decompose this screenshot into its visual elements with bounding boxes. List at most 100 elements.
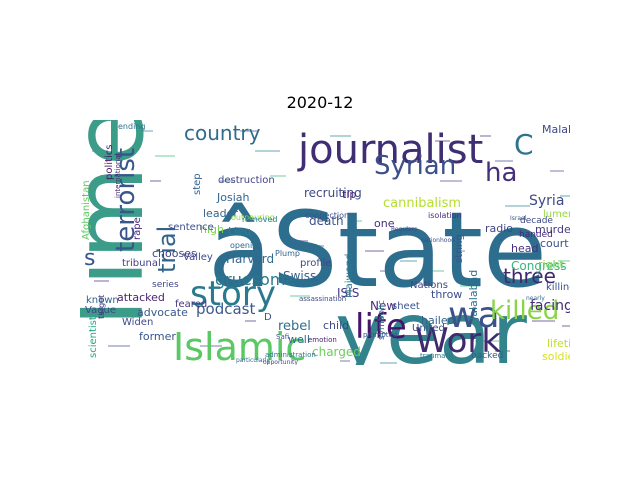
cloud-word: politics <box>104 145 115 180</box>
cloud-word: Valley <box>183 252 213 263</box>
cloud-word: ha <box>485 158 517 188</box>
cloud-word: soldier <box>542 350 570 363</box>
filler-mark <box>480 135 491 137</box>
cloud-word: Work <box>415 321 501 361</box>
cloud-word: country <box>184 121 261 145</box>
cloud-word: court <box>540 237 569 250</box>
cloud-word: Maiwand <box>344 253 355 298</box>
cloud-word: Vague <box>85 305 116 316</box>
cloud-word: symbolic <box>377 300 387 340</box>
cloud-word: one <box>374 217 395 230</box>
cloud-word: ending <box>118 122 145 131</box>
cloud-word: backed <box>471 351 503 361</box>
cloud-word: emotion <box>308 336 337 344</box>
cloud-word: Syrian <box>374 151 456 181</box>
cloud-word: handed <box>519 230 553 240</box>
filler-mark <box>100 175 117 177</box>
cloud-word: recruiting <box>304 186 362 200</box>
filler-mark <box>270 175 286 177</box>
filler-mark <box>532 320 555 322</box>
filler-mark <box>380 270 390 272</box>
filler-mark <box>562 325 570 327</box>
cloud-word: administration <box>265 351 316 359</box>
cloud-word: particularly <box>236 357 271 364</box>
cloud-word: Afghanistan <box>81 180 92 240</box>
filler-mark <box>350 220 362 222</box>
cloud-word: story <box>190 274 276 314</box>
cloud-word: lifetime <box>547 337 570 350</box>
cloud-word: tip <box>342 188 356 201</box>
cloud-word: opening <box>230 241 262 250</box>
filler-mark <box>155 155 175 157</box>
cloud-word: wa <box>448 295 500 336</box>
cloud-word: target <box>97 295 106 319</box>
cloud-word: radio <box>485 222 513 235</box>
filler-mark <box>200 345 222 347</box>
filler-mark <box>460 285 480 287</box>
cloud-word: Regulars <box>391 226 417 233</box>
chart-title: 2020-12 <box>286 93 354 112</box>
cloud-word: murder <box>535 223 570 236</box>
cloud-word: charged <box>312 345 361 359</box>
cloud-word: isolation <box>428 211 462 220</box>
cloud-word: hailed <box>421 314 455 327</box>
filler-mark <box>290 295 310 297</box>
cloud-word: nationhood <box>421 237 455 244</box>
filler-mark <box>400 260 417 262</box>
cloud-word: Malalai <box>542 123 570 136</box>
filler-mark <box>240 130 258 132</box>
cloud-word: âState <box>208 189 547 311</box>
filler-mark <box>140 130 153 132</box>
cloud-word: child <box>323 319 349 332</box>
filler-mark <box>505 205 530 207</box>
cloud-word: advocate <box>137 306 188 319</box>
cloud-word: known <box>86 295 119 306</box>
filler-mark <box>105 210 129 212</box>
cloud-word: killing <box>546 282 570 293</box>
cloud-word: feared <box>175 299 207 310</box>
cloud-word: Syria <box>529 193 564 209</box>
cloud-word: attacked <box>117 291 165 304</box>
cloud-word: well <box>288 333 310 346</box>
cloud-word: facing <box>530 298 570 314</box>
cloud-word: s <box>84 246 95 271</box>
cloud-word: terrorist <box>111 148 141 252</box>
cloud-word: killed <box>490 296 559 326</box>
cloud-word: Swiss <box>283 269 316 283</box>
filler-mark <box>94 280 109 282</box>
filler-mark <box>310 245 324 247</box>
cloud-word: year <box>335 284 528 365</box>
filler-mark <box>92 150 102 152</box>
cloud-word: Widen <box>122 317 153 328</box>
cloud-word: connection <box>305 211 349 220</box>
cloud-word: Israel <box>510 215 527 222</box>
cloud-word: traumatic <box>420 352 454 360</box>
cloud-word: Nations <box>410 280 448 291</box>
cloud-word: tribunal <box>122 258 161 269</box>
filler-mark <box>150 180 161 182</box>
cloud-word: throw <box>431 288 462 301</box>
cloud-word: three <box>503 264 556 288</box>
cloud-word: opportunity <box>263 359 298 365</box>
word-cloud: Time âState year journalist Islamic story Work… <box>80 120 570 365</box>
cloud-word: Lieu <box>228 225 251 238</box>
cloud-word: international <box>114 153 122 198</box>
cloud-word: Time <box>80 120 165 343</box>
cloud-word: journalist <box>297 127 483 173</box>
filler-mark <box>475 340 499 342</box>
cloud-word: rebel <box>278 319 311 334</box>
cloud-word: Josiah <box>216 191 250 204</box>
cloud-word: Harvard <box>226 252 274 266</box>
cloud-word: United <box>412 323 445 334</box>
cloud-word: sentence <box>168 222 214 233</box>
cloud-word: assassination <box>299 295 346 303</box>
filler-mark <box>340 360 350 362</box>
filler-mark <box>220 180 233 182</box>
filler-mark <box>245 320 256 322</box>
cloud-word: Congress <box>511 259 567 273</box>
cloud-word: cannibalism <box>383 196 461 211</box>
filler-mark <box>452 250 465 252</box>
cloud-word: rape <box>132 217 143 240</box>
cloud-word: step <box>192 173 203 195</box>
cloud-word: Jalalabad <box>467 270 480 321</box>
